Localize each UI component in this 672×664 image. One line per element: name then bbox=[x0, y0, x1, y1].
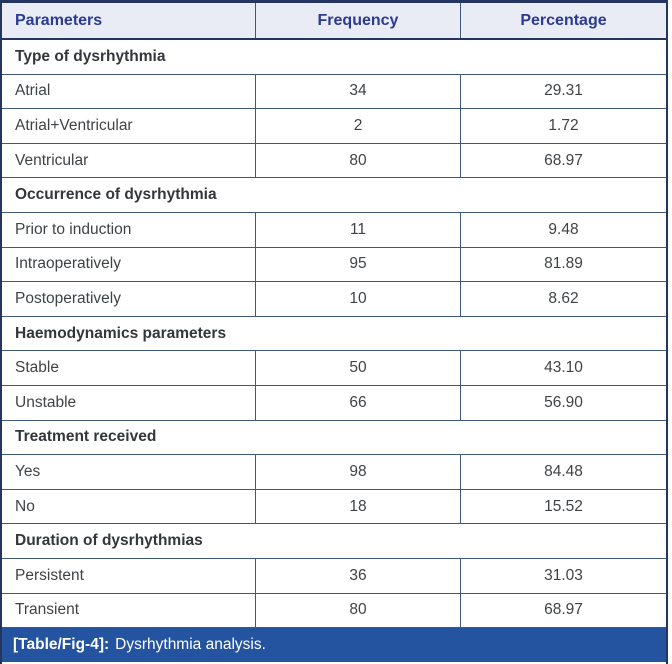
caption-text: Dysrhythmia analysis. bbox=[115, 636, 266, 654]
frequency-cell: 66 bbox=[255, 385, 460, 420]
table-row: Prior to induction 11 9.48 bbox=[2, 212, 666, 248]
section-title: Haemodynamics parameters bbox=[15, 324, 227, 342]
section-header-row: Type of dysrhythmia bbox=[2, 40, 666, 75]
frequency-cell: 36 bbox=[255, 558, 460, 593]
caption-tag: [Table/Fig-4]: bbox=[13, 636, 110, 654]
percentage-cell: 8.62 bbox=[460, 282, 666, 316]
parameter-cell: Stable bbox=[15, 359, 59, 377]
table-caption: [Table/Fig-4]: Dysrhythmia analysis. bbox=[2, 628, 666, 663]
section-header-row: Occurrence of dysrhythmia bbox=[2, 178, 666, 213]
table-row: Intraoperatively 95 81.89 bbox=[2, 247, 666, 283]
parameter-cell: No bbox=[15, 497, 35, 515]
parameter-cell: Transient bbox=[15, 601, 80, 619]
frequency-cell: 11 bbox=[255, 212, 460, 247]
section-header-row: Treatment received bbox=[2, 421, 666, 456]
table-row: Atrial+Ventricular 2 1.72 bbox=[2, 109, 666, 144]
frequency-cell: 80 bbox=[255, 593, 460, 628]
table-row: Postoperatively 10 8.62 bbox=[2, 282, 666, 317]
table-header-row: Parameters Frequency Percentage bbox=[2, 3, 666, 40]
parameter-cell: Prior to induction bbox=[15, 220, 132, 238]
table-row: No 18 15.52 bbox=[2, 489, 666, 525]
column-header-frequency: Frequency bbox=[255, 3, 460, 38]
section-title: Occurrence of dysrhythmia bbox=[15, 186, 217, 204]
frequency-cell: 18 bbox=[255, 489, 460, 524]
parameter-cell: Ventricular bbox=[15, 151, 89, 169]
table-row: Atrial 34 29.31 bbox=[2, 74, 666, 110]
table-row: Unstable 66 56.90 bbox=[2, 385, 666, 421]
section-title: Type of dysrhythmia bbox=[15, 47, 166, 65]
percentage-cell: 31.03 bbox=[460, 558, 666, 593]
percentage-cell: 56.90 bbox=[460, 385, 666, 420]
frequency-cell: 80 bbox=[255, 143, 460, 178]
frequency-cell: 50 bbox=[255, 351, 460, 385]
frequency-cell: 95 bbox=[255, 247, 460, 282]
table-row: Persistent 36 31.03 bbox=[2, 558, 666, 594]
percentage-cell: 1.72 bbox=[460, 109, 666, 143]
frequency-cell: 2 bbox=[255, 109, 460, 143]
frequency-cell: 34 bbox=[255, 74, 460, 109]
parameter-cell: Postoperatively bbox=[15, 289, 121, 307]
percentage-cell: 15.52 bbox=[460, 489, 666, 524]
table-row: Yes 98 84.48 bbox=[2, 455, 666, 490]
parameter-cell: Unstable bbox=[15, 393, 77, 411]
frequency-cell: 98 bbox=[255, 455, 460, 489]
percentage-cell: 29.31 bbox=[460, 74, 666, 109]
percentage-cell: 9.48 bbox=[460, 212, 666, 247]
parameter-cell: Atrial+Ventricular bbox=[15, 116, 133, 134]
table-row: Stable 50 43.10 bbox=[2, 351, 666, 386]
parameter-cell: Atrial bbox=[15, 82, 51, 100]
percentage-cell: 68.97 bbox=[460, 593, 666, 628]
percentage-cell: 43.10 bbox=[460, 351, 666, 385]
section-header-row: Haemodynamics parameters bbox=[2, 317, 666, 352]
column-header-parameters: Parameters bbox=[15, 11, 103, 29]
percentage-cell: 68.97 bbox=[460, 143, 666, 178]
section-title: Treatment received bbox=[15, 428, 157, 446]
percentage-cell: 81.89 bbox=[460, 247, 666, 282]
column-header-percentage: Percentage bbox=[460, 3, 666, 38]
section-title: Duration of dysrhythmias bbox=[15, 532, 203, 550]
table-row: Ventricular 80 68.97 bbox=[2, 143, 666, 179]
table-row: Transient 80 68.97 bbox=[2, 593, 666, 629]
percentage-cell: 84.48 bbox=[460, 455, 666, 489]
parameter-cell: Yes bbox=[15, 462, 41, 480]
frequency-cell: 10 bbox=[255, 282, 460, 316]
section-header-row: Duration of dysrhythmias bbox=[2, 524, 666, 559]
parameter-cell: Persistent bbox=[15, 566, 84, 584]
parameter-cell: Intraoperatively bbox=[15, 255, 121, 273]
